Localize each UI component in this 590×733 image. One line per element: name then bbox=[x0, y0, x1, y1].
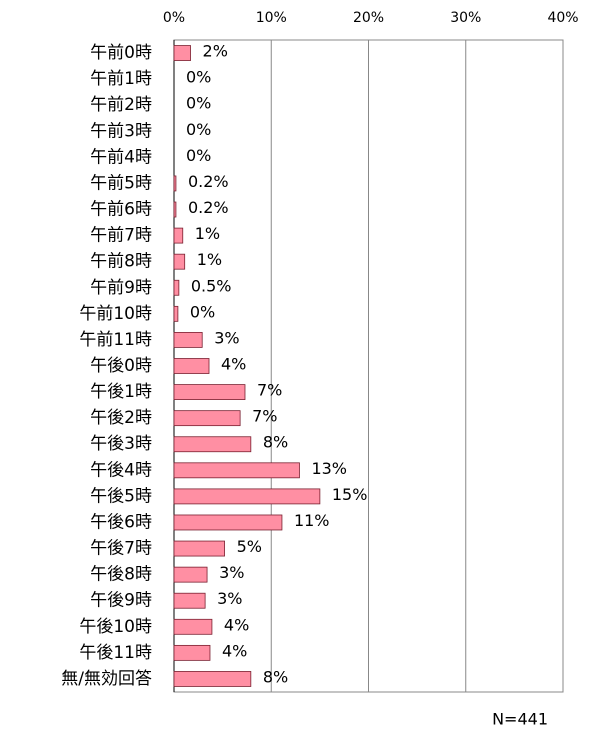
y-tick-label: 午前0時 bbox=[90, 43, 152, 63]
y-tick-label: 午後1時 bbox=[90, 382, 152, 402]
data-label: 0% bbox=[190, 302, 215, 321]
bar bbox=[173, 540, 225, 557]
bar bbox=[173, 279, 180, 296]
y-tick-label: 午前10時 bbox=[79, 304, 152, 324]
x-tick-label: 30% bbox=[450, 10, 481, 26]
bar bbox=[173, 227, 184, 244]
bar bbox=[173, 201, 177, 218]
data-label: 0% bbox=[186, 120, 211, 139]
y-tick-label: 午前4時 bbox=[90, 147, 152, 167]
y-tick-label: 午後5時 bbox=[90, 486, 152, 506]
bar bbox=[173, 514, 283, 531]
y-tick-label: 午後4時 bbox=[90, 460, 152, 480]
data-label: 4% bbox=[222, 641, 247, 660]
data-label: 3% bbox=[217, 589, 242, 608]
data-label: 8% bbox=[263, 667, 288, 686]
y-tick-label: 午前3時 bbox=[90, 121, 152, 141]
bar bbox=[173, 592, 206, 609]
y-tick-label: 午後2時 bbox=[90, 408, 152, 428]
data-label: 5% bbox=[237, 537, 262, 556]
y-tick-label: 午前1時 bbox=[90, 69, 152, 89]
y-tick-label: 午後6時 bbox=[90, 512, 152, 532]
y-tick-label: 午後0時 bbox=[90, 356, 152, 376]
data-label: 1% bbox=[195, 224, 220, 243]
bar bbox=[173, 358, 210, 374]
data-label: 13% bbox=[311, 459, 347, 478]
data-label: 7% bbox=[257, 381, 282, 400]
bar bbox=[173, 410, 241, 427]
y-tick-label: 午前8時 bbox=[90, 252, 152, 272]
x-tick-label: 40% bbox=[547, 10, 578, 26]
bar bbox=[173, 305, 179, 322]
y-tick-label: 午後8時 bbox=[90, 565, 152, 585]
y-tick-label: 午前11時 bbox=[79, 330, 152, 350]
data-label: 0% bbox=[186, 94, 211, 113]
data-label: 0.2% bbox=[188, 172, 229, 191]
data-label: 1% bbox=[197, 250, 222, 269]
y-tick-label: 午後9時 bbox=[90, 591, 152, 611]
bar bbox=[173, 175, 177, 192]
bar bbox=[173, 45, 191, 61]
bar bbox=[173, 566, 208, 583]
y-tick-label: 午前9時 bbox=[90, 278, 152, 298]
y-tick-label: 午前2時 bbox=[90, 95, 152, 115]
sample-size: N=441 bbox=[492, 710, 548, 729]
bar bbox=[173, 462, 300, 479]
data-label: 0% bbox=[186, 146, 211, 165]
y-tick-label: 午後11時 bbox=[79, 643, 152, 663]
data-label: 0.2% bbox=[188, 198, 229, 217]
bar bbox=[173, 436, 252, 453]
bar bbox=[173, 671, 252, 687]
x-tick-label: 10% bbox=[256, 10, 287, 26]
data-label: 0.5% bbox=[191, 276, 232, 295]
bar bbox=[173, 488, 321, 505]
x-tick-label: 20% bbox=[353, 10, 384, 26]
data-label: 4% bbox=[221, 355, 246, 374]
y-tick-label: 午後3時 bbox=[90, 434, 152, 454]
bar bbox=[173, 618, 213, 635]
data-label: 0% bbox=[186, 68, 211, 87]
bar bbox=[173, 253, 186, 270]
data-label: 11% bbox=[294, 511, 330, 530]
y-tick-label: 午後7時 bbox=[90, 539, 152, 559]
bar bbox=[173, 384, 246, 400]
data-label: 3% bbox=[219, 563, 244, 582]
data-label: 15% bbox=[332, 485, 368, 504]
y-tick-label: 午後10時 bbox=[79, 617, 152, 637]
y-tick-label: 無/無効回答 bbox=[61, 669, 152, 689]
bar bbox=[173, 332, 203, 348]
data-label: 2% bbox=[203, 42, 228, 61]
data-label: 7% bbox=[252, 407, 277, 426]
data-label: 3% bbox=[214, 328, 239, 347]
y-tick-label: 午前7時 bbox=[90, 226, 152, 246]
data-label: 8% bbox=[263, 433, 288, 452]
x-tick-label: 0% bbox=[163, 10, 185, 26]
y-tick-label: 午前6時 bbox=[90, 200, 152, 220]
y-tick-label: 午前5時 bbox=[90, 173, 152, 193]
bar bbox=[173, 644, 211, 661]
data-label: 4% bbox=[224, 615, 249, 634]
